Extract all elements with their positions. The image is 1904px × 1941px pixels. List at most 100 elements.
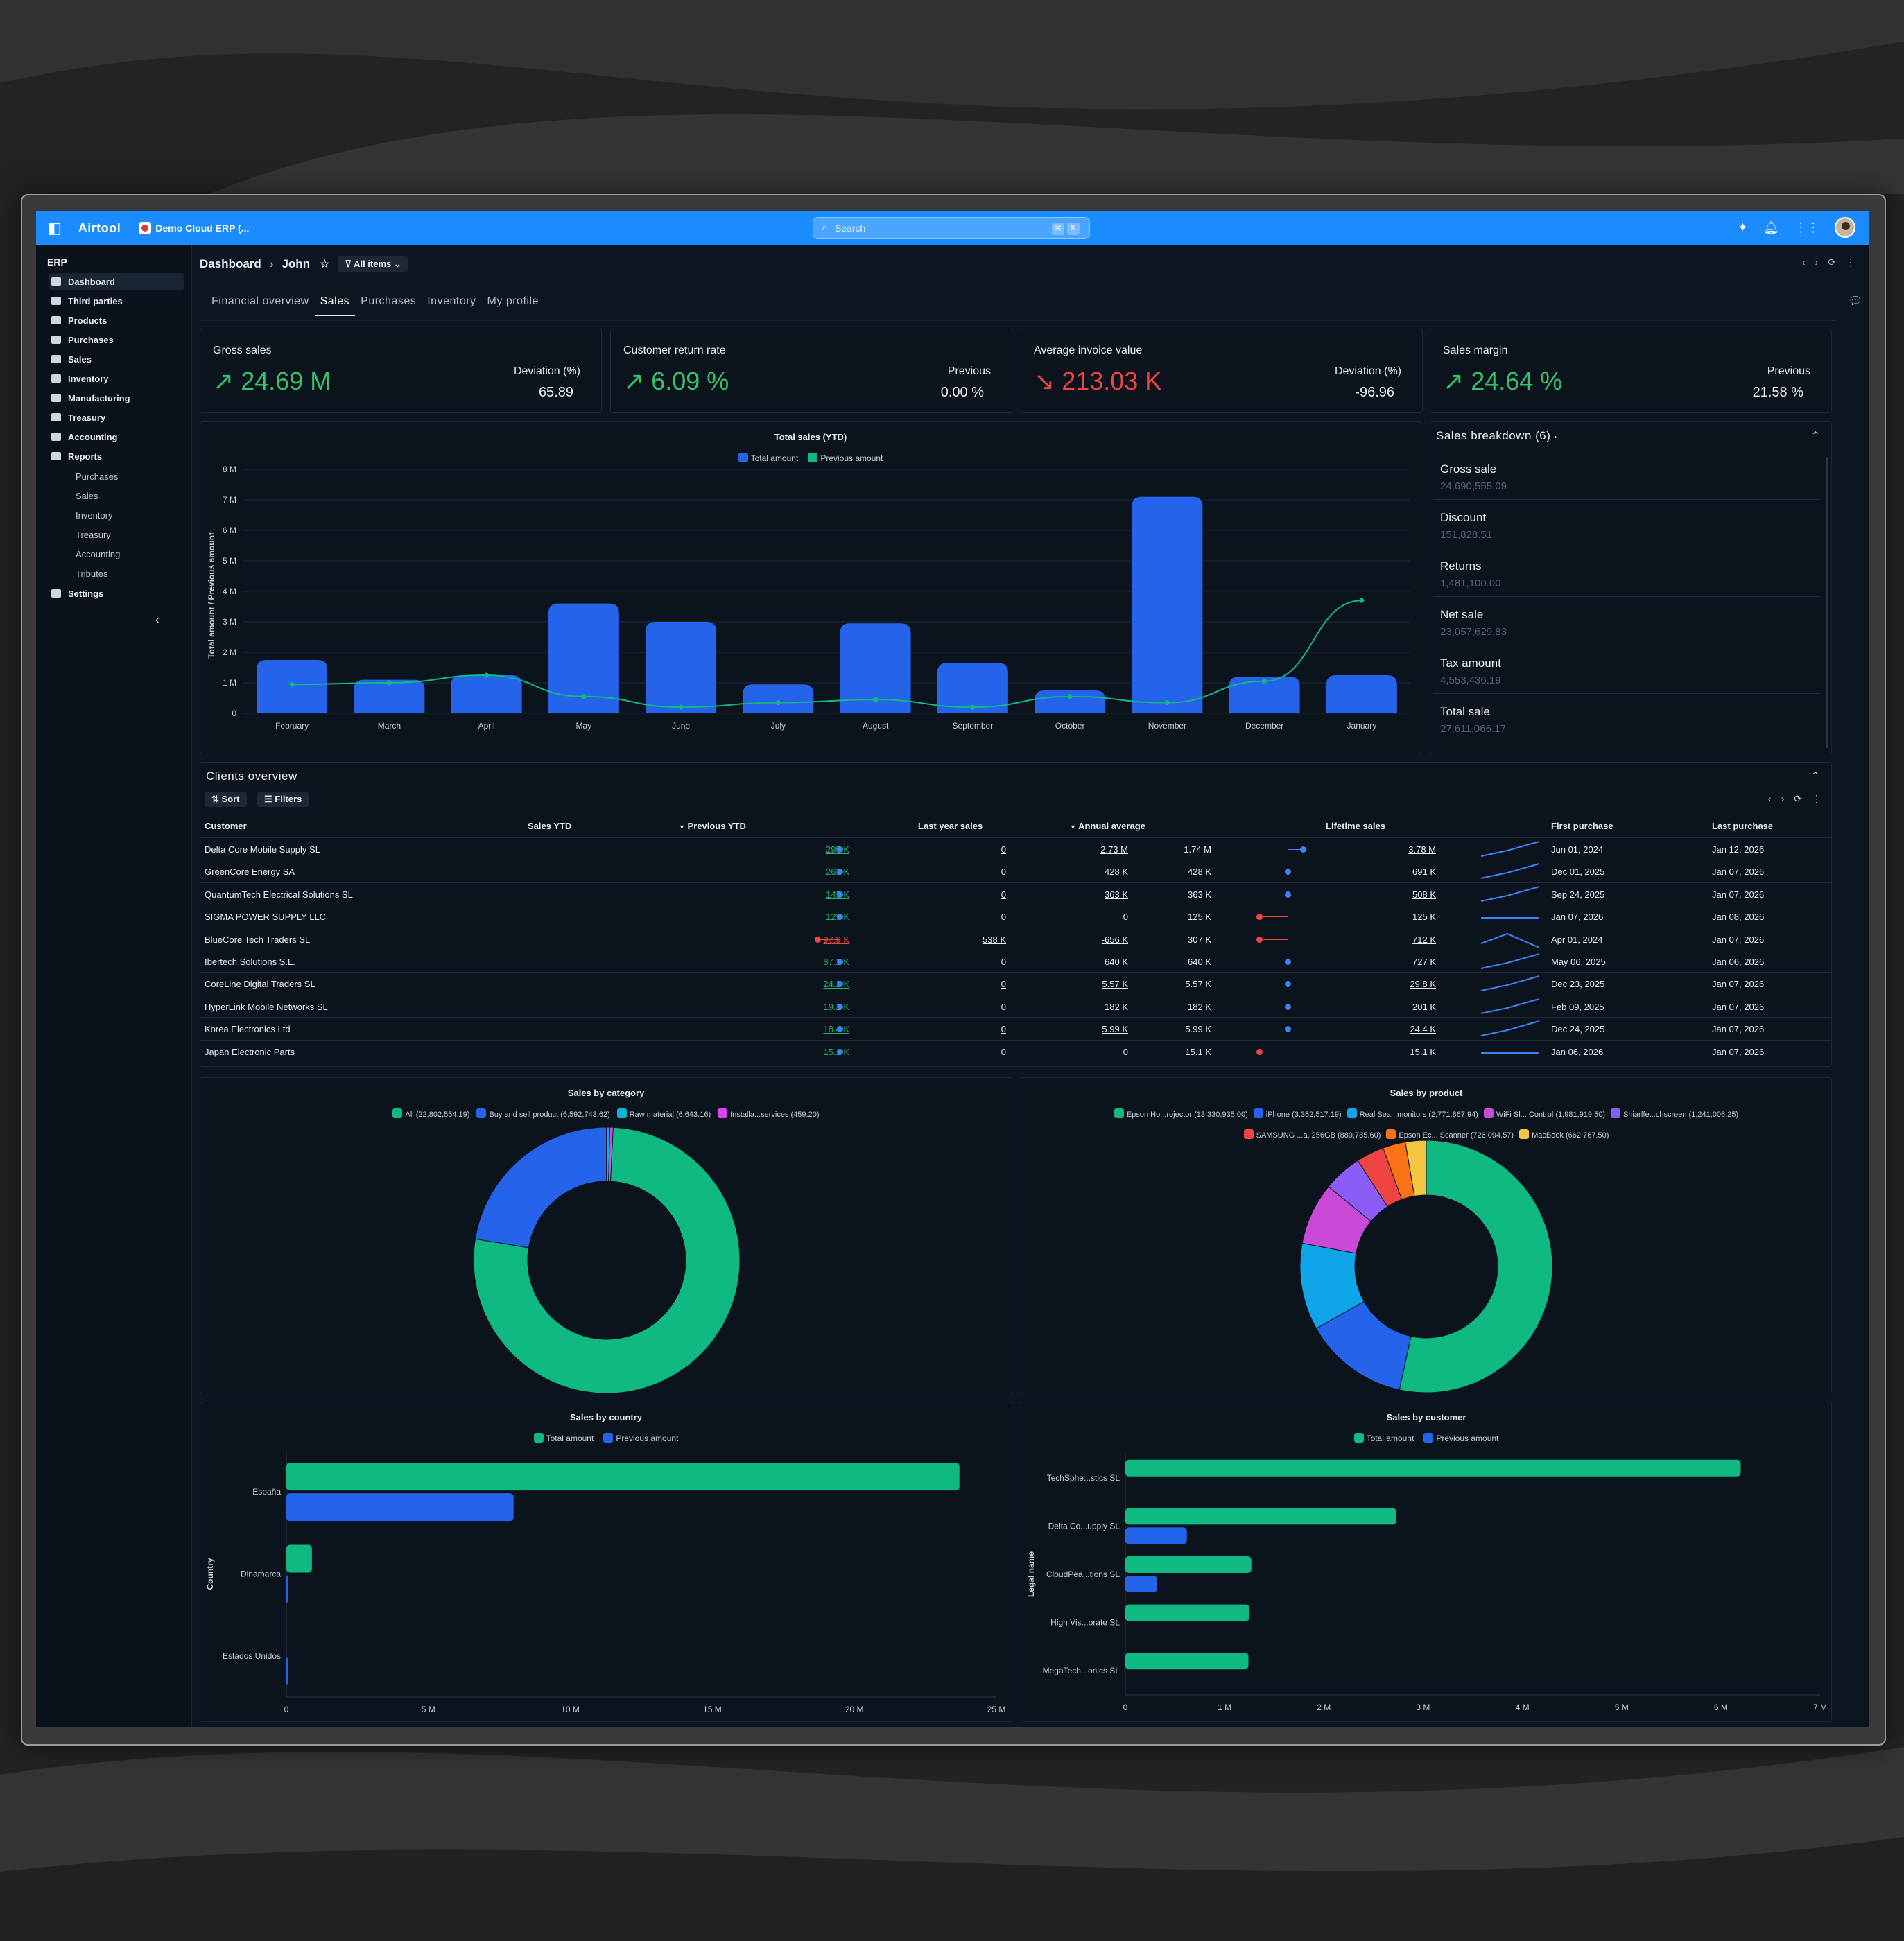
- filters-button[interactable]: ☰ Filters: [257, 792, 309, 807]
- sidebar-item-treasury[interactable]: Treasury: [49, 409, 184, 426]
- cell-last-year-sales[interactable]: 182 K: [1105, 1001, 1128, 1012]
- sidebar-item-products[interactable]: Products: [49, 312, 184, 329]
- breakdown-item[interactable]: Total sale 27,611,066.17: [1433, 694, 1821, 742]
- sidebar-item-third-parties[interactable]: Third parties: [49, 293, 184, 309]
- prev-page-icon[interactable]: ‹: [1767, 793, 1772, 804]
- kpi-average-invoice-value[interactable]: Average invoice value ↘ 213.03 K Deviati…: [1021, 329, 1423, 413]
- cell-sales-ytd[interactable]: 87.1 K: [823, 957, 849, 967]
- cell-previous-ytd[interactable]: 0: [1001, 912, 1006, 923]
- col-lifetime-sales[interactable]: Lifetime sales: [1326, 821, 1385, 831]
- col-last-purchase[interactable]: Last purchase: [1712, 821, 1774, 831]
- table-row[interactable]: Japan Electronic Parts 15.1 K 0 0 15.1 K 15.1…: [200, 1039, 1831, 1062]
- refresh-icon[interactable]: ⟳: [1828, 256, 1836, 268]
- point-previous[interactable]: [678, 704, 684, 710]
- sidebar-subitem-purchases[interactable]: Purchases: [76, 471, 119, 482]
- legend-item-total[interactable]: Total amount: [1353, 1433, 1414, 1443]
- sidebar-subitem-sales[interactable]: Sales: [76, 491, 98, 501]
- sidebar-item-inventory[interactable]: Inventory: [49, 370, 184, 387]
- col-first-purchase[interactable]: First purchase: [1551, 821, 1613, 831]
- point-previous[interactable]: [1067, 694, 1073, 699]
- sidebar-subitem-accounting[interactable]: Accounting: [76, 549, 121, 559]
- legend-item[interactable]: Raw material (6,643.16): [616, 1108, 711, 1119]
- table-row[interactable]: QuantumTech Electrical Solutions SL 145 K…: [200, 882, 1831, 905]
- bar-total[interactable]: [1326, 675, 1397, 713]
- col-previous-ytd[interactable]: ▼ Previous YTD: [679, 821, 746, 831]
- legend-item[interactable]: Real Sea...monitors (2,771,867.94): [1347, 1107, 1478, 1122]
- bar-total[interactable]: [646, 622, 717, 713]
- bar-total[interactable]: [1125, 1653, 1249, 1670]
- bar-total[interactable]: [1132, 496, 1203, 713]
- legend-item-previous[interactable]: Previous amount: [1423, 1433, 1498, 1443]
- cell-sales-ytd[interactable]: 15.1 K: [823, 1046, 849, 1057]
- bar-total[interactable]: [548, 603, 619, 713]
- table-row[interactable]: Ibertech Solutions S.L. 87.1 K 0 640 K 640 K…: [200, 950, 1831, 972]
- point-previous[interactable]: [484, 672, 490, 678]
- cell-lifetime-sales[interactable]: 727 K: [1412, 957, 1436, 967]
- col-customer[interactable]: Customer: [205, 821, 247, 831]
- cell-lifetime-sales[interactable]: 125 K: [1412, 912, 1436, 923]
- legend-item[interactable]: Epson Ho...rojector (13,330,935.00): [1114, 1107, 1248, 1122]
- legend-item[interactable]: Epson Ec... Scanner (726,094.57): [1386, 1128, 1514, 1143]
- cell-last-year-sales[interactable]: 5.57 K: [1102, 979, 1128, 990]
- cell-previous-ytd[interactable]: 0: [1001, 889, 1006, 900]
- chevron-up-icon[interactable]: ⌃: [1810, 430, 1820, 442]
- legend-item[interactable]: WiFi Sl... Control (1,981,919.50): [1483, 1107, 1605, 1122]
- cell-lifetime-sales[interactable]: 691 K: [1412, 867, 1436, 878]
- sidebar-item-accounting[interactable]: Accounting: [49, 428, 184, 445]
- legend-item[interactable]: All (22,802,554.19): [392, 1108, 469, 1119]
- sidebar-item-manufacturing[interactable]: Manufacturing: [49, 390, 184, 406]
- user-avatar[interactable]: [1835, 217, 1855, 238]
- point-previous[interactable]: [775, 700, 781, 706]
- cell-previous-ytd[interactable]: 0: [1001, 957, 1006, 967]
- cell-last-year-sales[interactable]: 5.99 K: [1102, 1024, 1128, 1035]
- bar-previous[interactable]: [286, 1493, 514, 1522]
- col-last-year-sales[interactable]: Last year sales: [918, 821, 983, 831]
- ai-sparkle-icon[interactable]: ✦: [1738, 220, 1749, 234]
- point-previous[interactable]: [970, 704, 976, 710]
- search-box[interactable]: ⌕ Search ⌘ K: [813, 217, 1090, 239]
- cell-last-year-sales[interactable]: 2.73 M: [1100, 844, 1128, 855]
- point-previous[interactable]: [289, 681, 295, 687]
- legend-item-total[interactable]: Total amount: [738, 453, 798, 463]
- cell-lifetime-sales[interactable]: 15.1 K: [1410, 1046, 1436, 1057]
- kpi-sales-margin[interactable]: Sales margin ↗ 24.64 % Previous 21.58 %: [1430, 329, 1832, 413]
- bar-total[interactable]: [354, 679, 425, 713]
- table-row[interactable]: HyperLink Mobile Networks SL 19.1 K 0 182 K…: [200, 994, 1831, 1017]
- point-previous[interactable]: [873, 697, 879, 702]
- bar-total[interactable]: [840, 623, 911, 713]
- comment-icon[interactable]: 💬︎: [1848, 295, 1862, 307]
- cell-previous-ytd[interactable]: 0: [1001, 1024, 1006, 1035]
- donut-slice[interactable]: [608, 1126, 614, 1182]
- more-icon[interactable]: ⋮: [1846, 256, 1855, 268]
- donut-slice[interactable]: [473, 1126, 741, 1393]
- cell-lifetime-sales[interactable]: 29.8 K: [1410, 979, 1436, 990]
- cell-last-year-sales[interactable]: 363 K: [1105, 889, 1128, 900]
- point-previous[interactable]: [386, 680, 392, 686]
- table-row[interactable]: CoreLine Digital Traders SL 24.2 K 0 5.57 K…: [200, 972, 1831, 994]
- donut-slice[interactable]: [1405, 1140, 1427, 1197]
- sidebar-item-dashboard[interactable]: Dashboard: [49, 273, 184, 290]
- sidebar-item-reports[interactable]: Reports: [49, 448, 184, 464]
- sidebar-item-sales[interactable]: Sales: [49, 351, 184, 367]
- more-icon[interactable]: ⋮: [1812, 793, 1821, 804]
- tab-purchases[interactable]: Purchases: [361, 295, 417, 307]
- tab-my-profile[interactable]: My profile: [487, 295, 539, 307]
- point-previous[interactable]: [581, 694, 587, 699]
- refresh-icon[interactable]: ⟳: [1794, 793, 1802, 804]
- table-row[interactable]: GreenCore Energy SA 263 K 0 428 K 428 K 691 K…: [200, 860, 1831, 882]
- bar-total[interactable]: [286, 1463, 960, 1491]
- bar-total[interactable]: [1035, 690, 1106, 713]
- breakdown-item[interactable]: Discount 151,828.51: [1433, 500, 1821, 548]
- cell-previous-ytd[interactable]: 0: [1001, 844, 1006, 855]
- sidebar-toggle-icon[interactable]: ◧: [47, 219, 62, 236]
- table-row[interactable]: BlueCore Tech Traders SL 97.9 K 538 K -656 …: [200, 927, 1831, 950]
- cell-last-year-sales[interactable]: 0: [1123, 912, 1128, 923]
- bar-total[interactable]: [1229, 677, 1300, 713]
- breadcrumb-dashboard[interactable]: Dashboard: [200, 257, 261, 270]
- cell-previous-ytd[interactable]: 0: [1001, 1046, 1006, 1057]
- prev-icon[interactable]: ‹: [1801, 256, 1806, 268]
- legend-item[interactable]: Buy and sell product (6,592,743.62): [476, 1108, 610, 1119]
- point-previous[interactable]: [1359, 598, 1365, 603]
